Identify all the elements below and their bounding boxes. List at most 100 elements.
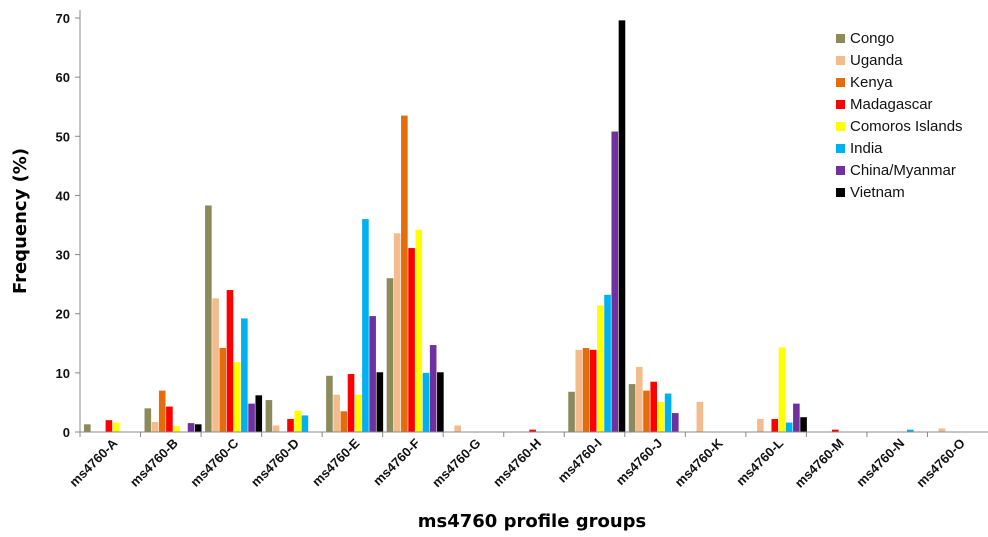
bar (696, 401, 704, 432)
bar (112, 422, 120, 432)
y-tick-label: 60 (56, 70, 70, 85)
bar (294, 410, 301, 432)
y-tick-label: 20 (56, 307, 70, 322)
legend-label: Congo (850, 30, 894, 47)
legend-swatch (836, 144, 845, 153)
bar (636, 366, 643, 432)
bar (575, 349, 583, 432)
bar (589, 349, 597, 432)
bar (415, 229, 423, 432)
bar (618, 20, 626, 432)
bar (272, 425, 280, 432)
bar (386, 278, 394, 432)
bars-group (84, 20, 946, 432)
legend-swatch (836, 188, 845, 197)
bar (628, 384, 636, 432)
bar (233, 362, 241, 432)
y-tick-label: 70 (56, 11, 70, 26)
x-tick-label: ms4760-M (792, 436, 847, 491)
legend: Congo Uganda Kenya Madagascar Comoros Island… (836, 30, 963, 201)
bar (611, 131, 619, 432)
legend-swatch (836, 166, 845, 175)
bar (393, 233, 401, 432)
bar (187, 423, 195, 432)
legend-swatch (836, 122, 845, 131)
bar (340, 411, 348, 432)
x-tick-label: ms4760-K (672, 435, 726, 489)
bar (422, 372, 430, 432)
x-tick-label: ms4760-C (187, 435, 241, 489)
bar (757, 418, 764, 432)
legend-label: China/Myanmar (850, 162, 956, 179)
y-axis-title: Frequency (%) (10, 148, 31, 294)
x-tick-label: ms4760-F (370, 435, 423, 488)
bar (800, 417, 807, 432)
bar (664, 393, 672, 432)
bar (832, 429, 839, 432)
x-tick-label: ms4760-J (613, 436, 666, 489)
legend-swatch (836, 56, 845, 65)
bar (287, 418, 294, 432)
bar (582, 348, 590, 432)
legend-label: Comoros Islands (850, 118, 963, 135)
bar (219, 348, 227, 432)
bar (657, 401, 665, 432)
x-tick-label: ms4760-O (913, 436, 968, 491)
bar (454, 425, 461, 432)
bar (347, 374, 355, 432)
bar (643, 390, 650, 432)
bar (938, 428, 946, 432)
bar (333, 394, 340, 432)
x-axis-ticks: ms4760-A ms4760-B ms4760-C ms4760-D ms4760-E… (66, 432, 968, 491)
bar (650, 381, 657, 432)
bar (194, 424, 202, 432)
bar (158, 390, 166, 432)
bar (301, 415, 309, 432)
y-tick-label: 30 (56, 248, 70, 263)
bar (226, 290, 234, 432)
bar (265, 400, 273, 432)
bar (205, 205, 212, 432)
bar (568, 391, 575, 432)
bar (604, 294, 611, 432)
bar (437, 372, 444, 432)
y-axis-ticks: 0 10 20 30 40 50 60 70 (56, 11, 80, 440)
bar (401, 115, 408, 432)
bar (248, 403, 255, 432)
bar (166, 406, 173, 432)
bar (408, 248, 415, 432)
axes (79, 10, 988, 433)
bar (778, 347, 786, 432)
bar (241, 318, 248, 432)
bar (354, 394, 362, 432)
bar (793, 403, 800, 432)
bar (362, 219, 369, 432)
legend-label: Kenya (850, 74, 893, 91)
bar (429, 345, 437, 432)
bar (369, 316, 376, 432)
bar (672, 413, 679, 432)
legend-swatch (836, 100, 845, 109)
x-tick-label: ms4760-L (733, 435, 786, 488)
bar (255, 395, 263, 432)
legend-swatch (836, 34, 845, 43)
x-tick-label: ms4760-E (309, 435, 363, 489)
y-tick-label: 40 (56, 188, 70, 203)
x-axis-title: ms4760 profile groups (418, 511, 647, 532)
legend-label: Madagascar (850, 96, 933, 113)
bar (212, 298, 219, 432)
bar (151, 421, 159, 432)
bar (105, 420, 113, 432)
x-tick-label: ms4760-G (429, 436, 484, 491)
x-tick-label: ms4760-I (555, 436, 605, 486)
bar (173, 426, 180, 432)
bar (785, 422, 793, 432)
y-tick-label: 10 (56, 366, 70, 381)
bar (326, 375, 333, 432)
bar (529, 429, 536, 432)
bar (144, 408, 152, 432)
x-tick-label: ms4760-D (248, 436, 302, 490)
legend-label: India (850, 140, 883, 157)
legend-label: Vietnam (850, 184, 905, 201)
